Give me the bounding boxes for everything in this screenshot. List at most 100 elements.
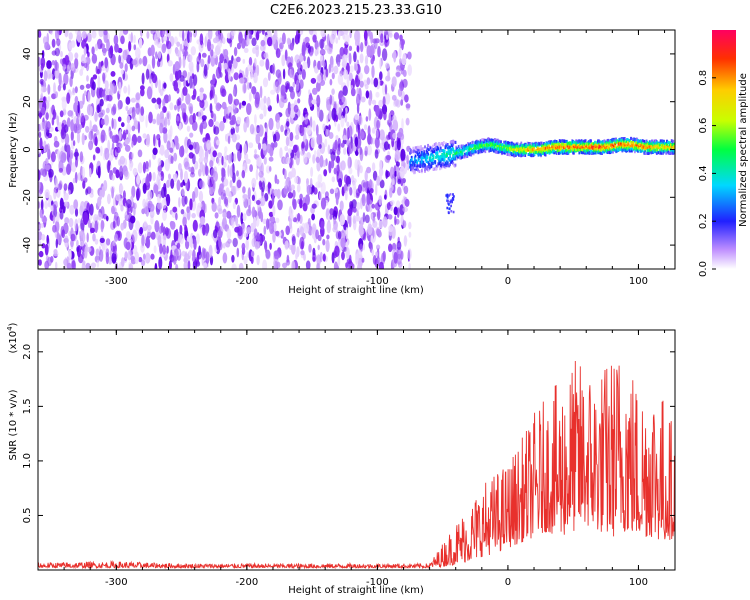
spectrogram-noise-cell (78, 254, 84, 264)
spectrogram-signal-cell (543, 149, 546, 153)
spectrogram-noise-cell (64, 54, 70, 66)
spectrogram-noise-cell (185, 93, 191, 105)
spectrogram-noise-cell (72, 140, 76, 147)
spectrogram-noise-cell (335, 195, 339, 206)
spectrogram-noise-cell (173, 248, 179, 261)
spectrogram-signal-cell (440, 166, 443, 170)
spectrogram-noise-cell (326, 234, 330, 240)
spectrogram-noise-cell (116, 216, 120, 227)
spectrogram-signal-cell (414, 154, 417, 158)
spectrogram-noise-cell (362, 243, 366, 251)
spectrogram-noise-cell (405, 117, 410, 126)
spectrogram-signal-cell (563, 149, 566, 153)
spectrogram-noise-cell (137, 149, 143, 158)
spectrogram-noise-cell (82, 212, 89, 225)
spectrogram-signal-cell (646, 141, 649, 144)
spectrogram-signal-cell (471, 140, 474, 144)
spectrogram-noise-cell (345, 262, 348, 269)
spectrogram-signal-cell (449, 193, 452, 196)
spectrogram-noise-cell (139, 113, 145, 123)
spectrogram-noise-cell (371, 203, 376, 209)
spectrogram-noise-cell (70, 239, 74, 248)
spectrogram-noise-cell (40, 62, 44, 71)
spectrogram-noise-cell (207, 174, 210, 186)
spectrogram-signal-cell (655, 140, 658, 144)
spectrogram-noise-cell (265, 185, 268, 192)
spectrogram-noise-cell (120, 35, 125, 45)
spectrogram-noise-cell (330, 151, 336, 162)
spectrogram-signal-cell (539, 147, 541, 151)
spectrogram-noise-cell (312, 256, 316, 262)
spectrogram-signal-cell (450, 150, 453, 154)
spectrogram-noise-cell (145, 205, 150, 217)
spectrogram-signal-cell (481, 138, 484, 142)
spectrogram-noise-cell (109, 83, 115, 96)
spectrogram-noise-cell (55, 238, 58, 249)
spectrogram-signal-cell (445, 162, 447, 166)
spectrogram-noise-cell (155, 38, 159, 46)
spectrogram-noise-cell (333, 167, 337, 175)
spectrogram-noise-cell (262, 143, 267, 151)
spectrogram-noise-cell (291, 167, 296, 178)
spectrogram-noise-cell (76, 117, 79, 128)
spectrogram-noise-cell (324, 138, 328, 148)
spectrogram-noise-cell (246, 116, 250, 128)
spectrogram-noise-cell (217, 155, 221, 166)
y-tick-label: 0 (22, 146, 33, 152)
spectrogram-noise-cell (239, 77, 245, 84)
spectrogram-signal-cell (500, 140, 502, 144)
spectrogram-noise-cell (173, 79, 178, 92)
spectrogram-noise-cell (219, 183, 224, 194)
spectrogram-noise-cell (124, 63, 128, 73)
spectrogram-noise-cell (201, 247, 206, 260)
spectrogram-signal-cell (449, 145, 451, 149)
spectrogram-signal-cell (452, 193, 454, 196)
spectrogram-signal-cell (445, 142, 447, 146)
spectrogram-noise-cell (203, 156, 209, 164)
spectrogram-noise-cell (359, 80, 364, 88)
spectrogram-noise-cell (347, 208, 353, 217)
spectrogram-noise-cell (152, 147, 158, 156)
spectrogram-noise-cell (38, 180, 41, 191)
spectrogram-noise-cell (396, 246, 402, 260)
spectrogram-noise-cell (43, 70, 48, 82)
spectrogram-noise-cell (328, 63, 331, 74)
spectrogram-signal-cell (475, 150, 477, 154)
spectrogram-noise-cell (92, 74, 98, 80)
spectrogram-noise-cell (291, 243, 296, 255)
spectrogram-noise-cell (111, 252, 117, 264)
spectrogram-signal-cell (446, 193, 449, 197)
spectrogram-signal-cell (516, 143, 519, 147)
spectrogram-noise-cell (233, 72, 239, 81)
spectrogram-noise-cell (146, 133, 151, 146)
spectrogram-noise-cell (268, 156, 274, 162)
spectrogram-noise-cell (64, 30, 69, 38)
spectrogram-noise-cell (38, 231, 43, 241)
spectrogram-noise-cell (223, 48, 229, 58)
spectrogram-noise-cell (371, 99, 377, 105)
spectrogram-noise-cell (239, 144, 243, 154)
spectrogram-noise-cell (340, 160, 346, 171)
spectrogram-noise-cell (203, 262, 208, 269)
spectrogram-noise-cell (89, 120, 92, 133)
spectrogram-noise-cell (206, 139, 212, 151)
spectrogram-signal-cell (566, 145, 569, 149)
spectrogram-noise-cell (356, 202, 361, 210)
spectrogram-noise-cell (86, 246, 92, 253)
spectrogram-noise-cell (246, 103, 252, 115)
spectrogram-noise-cell (127, 84, 131, 96)
spectrogram-signal-cell (520, 151, 523, 154)
spectrogram-signal-cell (425, 158, 428, 162)
spectrogram-noise-cell (91, 46, 95, 55)
spectrogram-noise-cell (245, 158, 251, 164)
spectrogram-noise-cell (70, 149, 74, 160)
spectrogram-noise-cell (399, 58, 402, 66)
spectrogram-signal-cell (580, 139, 583, 143)
spectrogram-noise-cell (232, 58, 238, 69)
spectrogram-noise-cell (218, 208, 223, 215)
spectrogram-noise-cell (212, 73, 216, 85)
spectrogram-signal-cell (615, 137, 617, 141)
spectrogram-noise-cell (81, 132, 85, 146)
spectrogram-noise-cell (235, 215, 239, 226)
spectrogram-noise-cell (175, 264, 179, 269)
